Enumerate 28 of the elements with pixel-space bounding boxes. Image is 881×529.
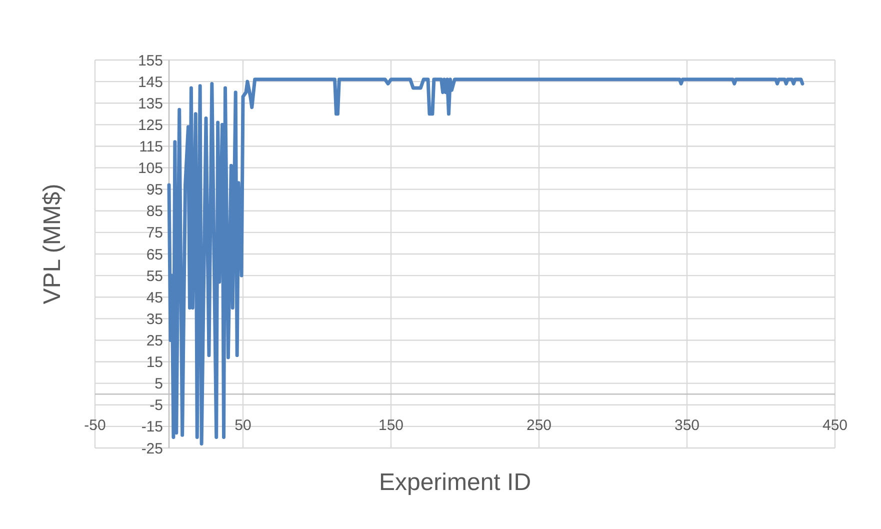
y-tick-label: 125 <box>138 116 163 134</box>
x-tick-label: 350 <box>674 417 700 434</box>
y-tick-label: 85 <box>146 203 163 220</box>
line-series <box>167 78 804 446</box>
y-tick-label: 55 <box>146 268 163 285</box>
y-tick-label: 5 <box>154 376 163 393</box>
y-tick-label: 25 <box>146 332 163 350</box>
x-tick-label: 150 <box>378 417 404 434</box>
y-tick-label: 65 <box>146 246 163 264</box>
y-tick-label: 105 <box>138 160 163 178</box>
x-tick-label: 450 <box>822 417 848 434</box>
y-tick-label: -5 <box>150 397 163 414</box>
y-tick-label: 15 <box>146 354 163 372</box>
y-tick-label: 115 <box>139 138 163 156</box>
y-tick-label: 95 <box>146 182 163 199</box>
x-tick-label: 50 <box>234 417 252 434</box>
y-tick-label: 145 <box>138 74 163 91</box>
y-tick-label: 75 <box>146 224 163 242</box>
x-tick-label: -50 <box>84 417 106 434</box>
y-tick-label: 155 <box>138 52 163 70</box>
y-tick-label: 135 <box>138 95 163 112</box>
y-tick-label: 35 <box>146 310 163 328</box>
y-axis-title: VPL (MM$) <box>39 184 66 304</box>
y-tick-label: -25 <box>141 440 163 458</box>
y-tick-label: 45 <box>146 289 163 306</box>
x-axis-title: Experiment ID <box>378 469 532 496</box>
y-tick-label: -15 <box>141 418 163 436</box>
x-tick-label: 250 <box>526 417 552 434</box>
